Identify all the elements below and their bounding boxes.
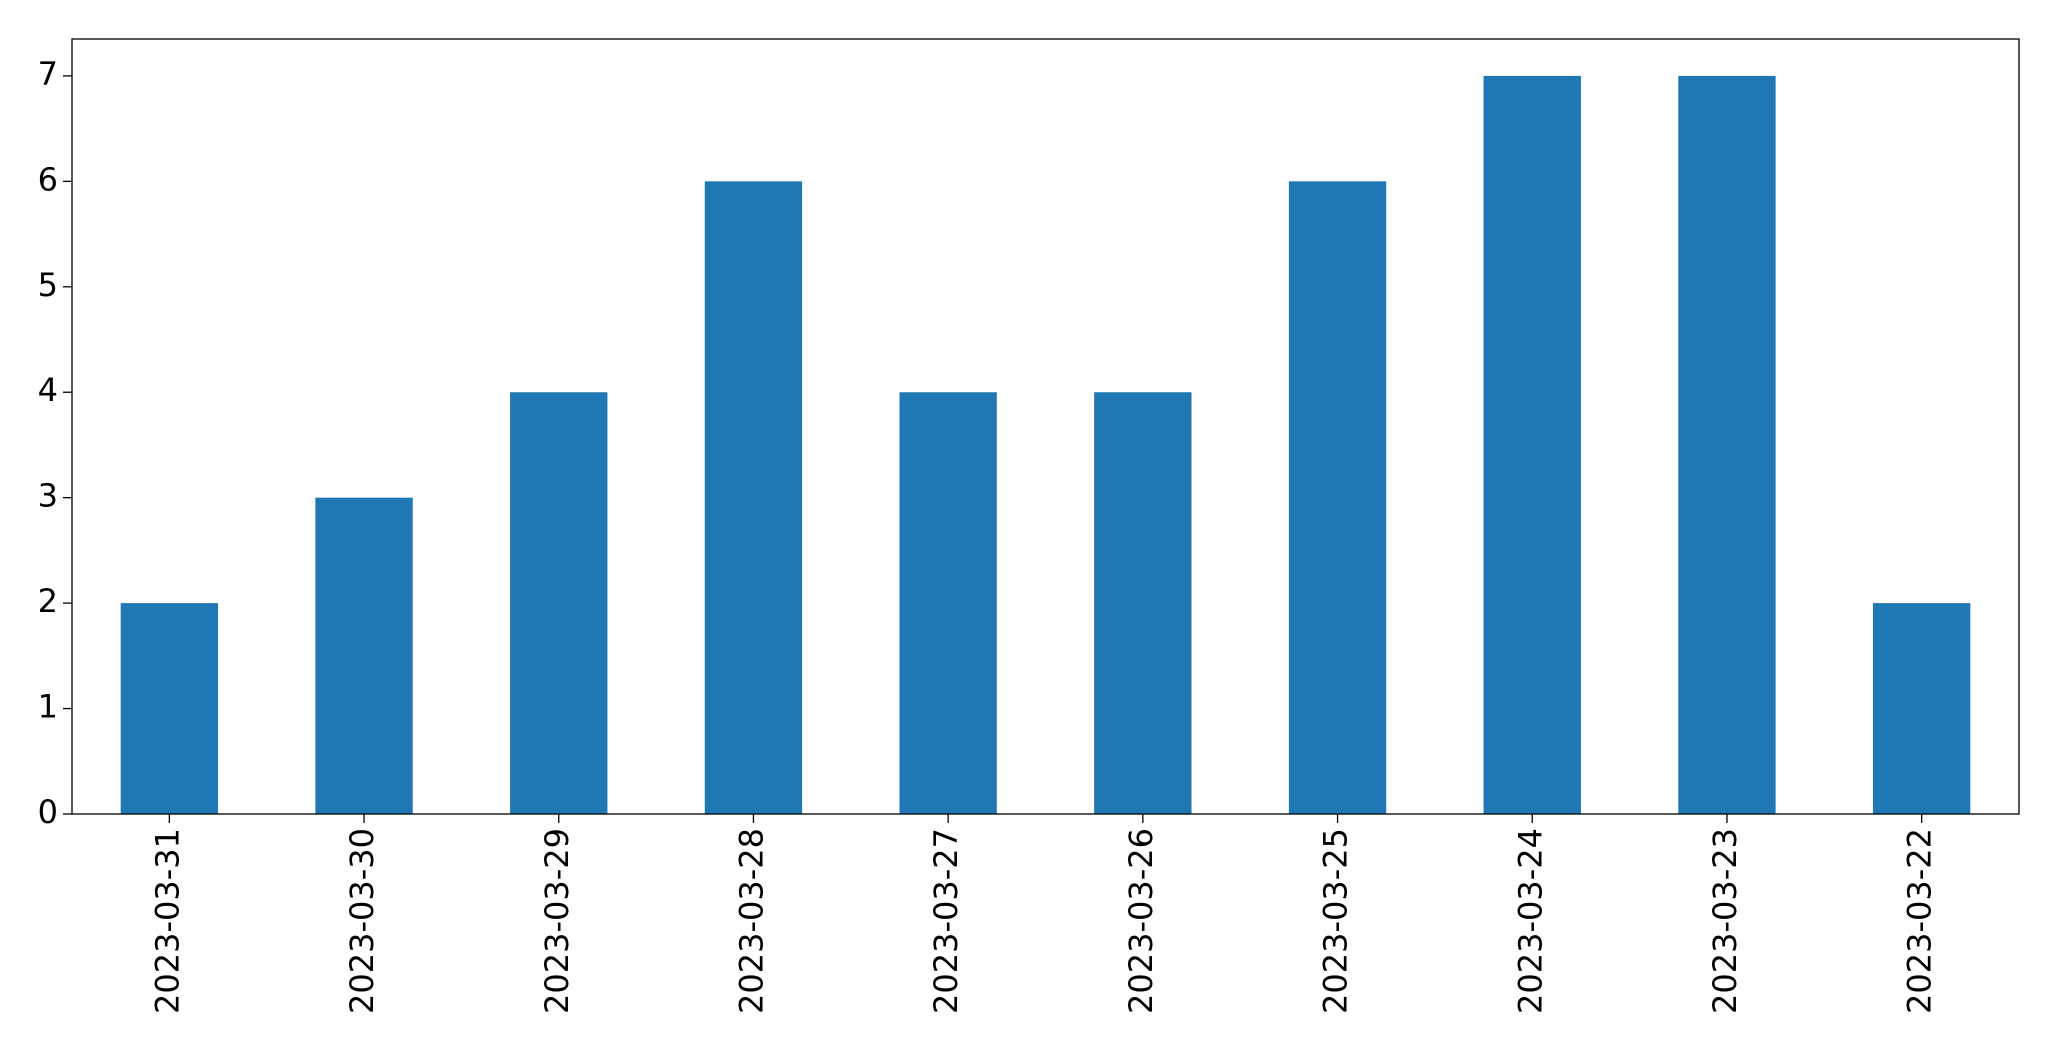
- x-tick-label: 2023-03-22: [1901, 828, 1939, 1014]
- bar: [1483, 75, 1581, 814]
- x-tick-label: 2023-03-23: [1706, 828, 1744, 1014]
- y-tick-label: 7: [38, 55, 58, 93]
- x-tick-label: 2023-03-24: [1511, 828, 1549, 1014]
- bar: [510, 392, 608, 814]
- x-tick-label: 2023-03-25: [1317, 828, 1355, 1014]
- y-tick-label: 5: [38, 266, 58, 304]
- x-tick-label: 2023-03-29: [538, 828, 576, 1014]
- y-tick-label: 2: [38, 582, 58, 620]
- bar: [1288, 181, 1387, 815]
- x-tick-label: 2023-03-27: [927, 828, 965, 1014]
- y-tick-label: 0: [38, 793, 58, 831]
- y-tick-label: 3: [38, 477, 58, 515]
- bar: [120, 603, 219, 814]
- y-tick-label: 4: [38, 371, 58, 409]
- x-tick-label: 2023-03-31: [148, 828, 186, 1014]
- x-tick-label: 2023-03-30: [343, 828, 381, 1014]
- y-tick-label: 1: [38, 688, 58, 726]
- bar: [704, 181, 803, 815]
- bar: [1094, 392, 1192, 814]
- bar: [899, 392, 997, 814]
- y-tick-label: 6: [38, 160, 58, 198]
- bar: [1678, 75, 1776, 814]
- x-tick-label: 2023-03-28: [732, 828, 770, 1014]
- plot-frame: [71, 38, 2020, 815]
- bar: [1872, 603, 1971, 814]
- bar: [315, 497, 413, 814]
- x-tick-label: 2023-03-26: [1122, 828, 1160, 1014]
